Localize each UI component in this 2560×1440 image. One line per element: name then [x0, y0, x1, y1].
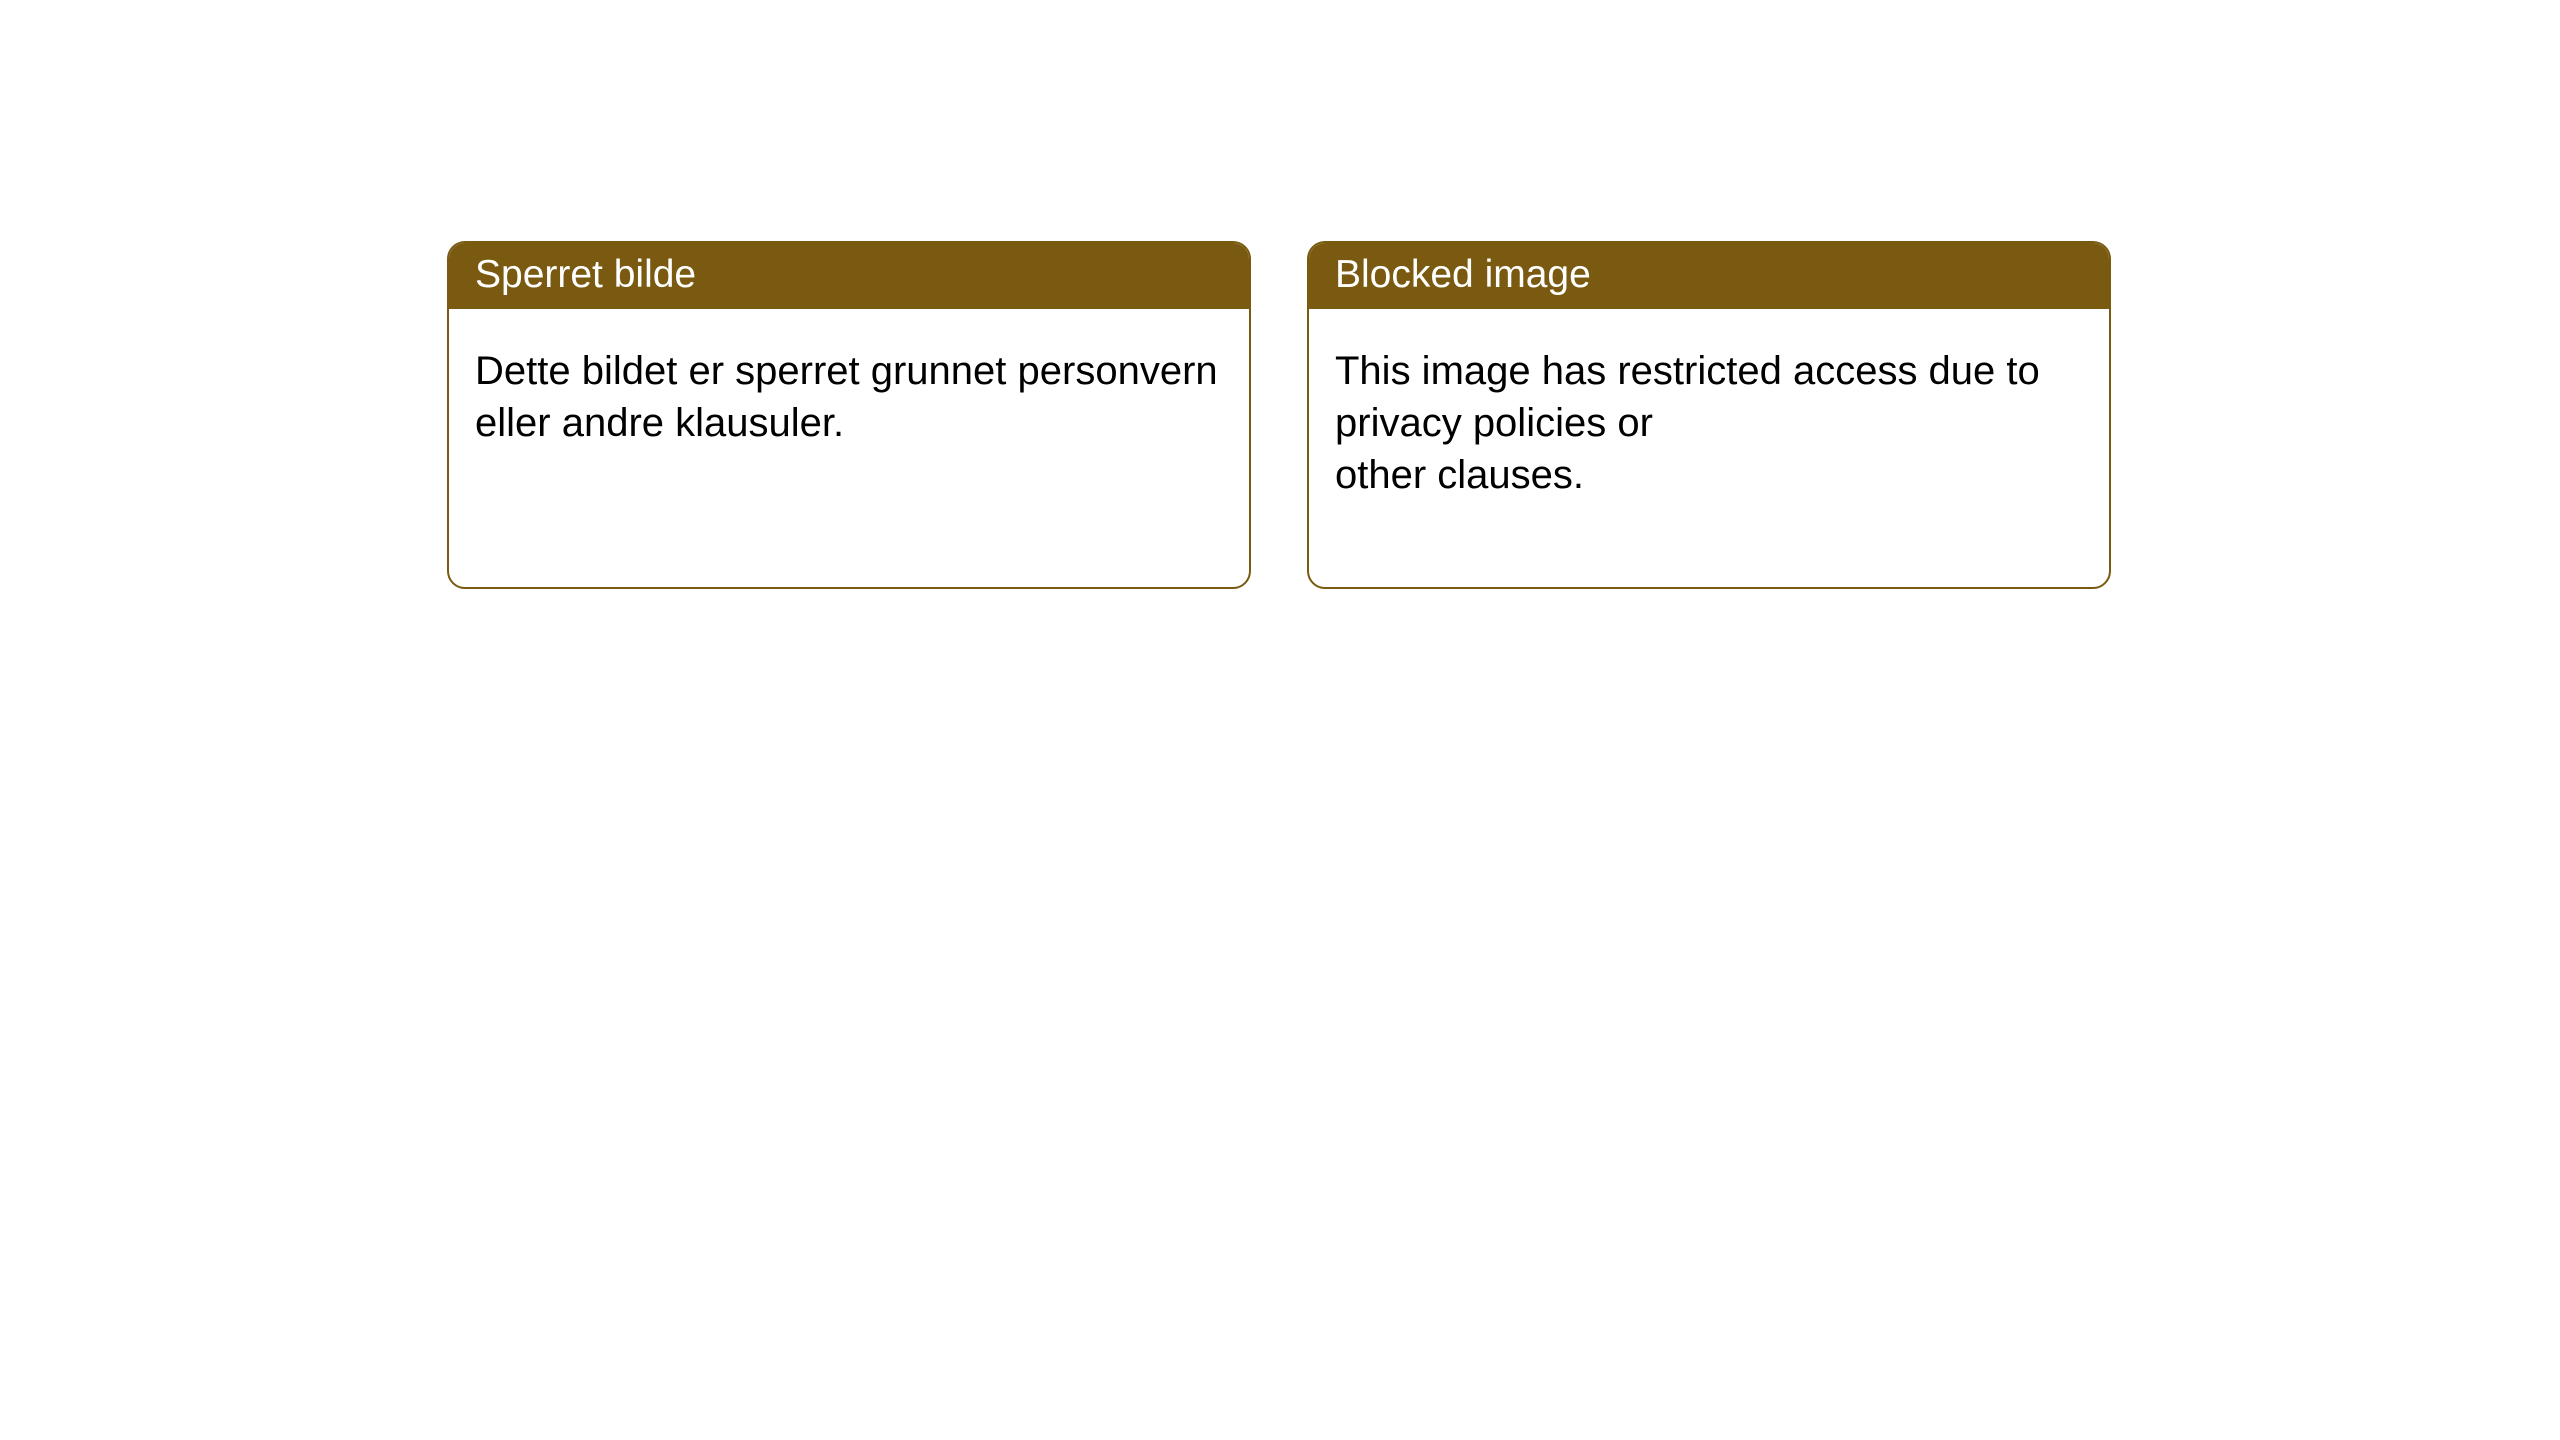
- notice-card-norwegian: Sperret bilde Dette bildet er sperret gr…: [447, 241, 1251, 589]
- notice-body-norwegian: Dette bildet er sperret grunnet personve…: [449, 309, 1249, 535]
- notice-title-english: Blocked image: [1309, 243, 2109, 309]
- notice-card-english: Blocked image This image has restricted …: [1307, 241, 2111, 589]
- notice-title-norwegian: Sperret bilde: [449, 243, 1249, 309]
- notice-body-english: This image has restricted access due to …: [1309, 309, 2109, 587]
- notice-container: Sperret bilde Dette bildet er sperret gr…: [0, 0, 2560, 589]
